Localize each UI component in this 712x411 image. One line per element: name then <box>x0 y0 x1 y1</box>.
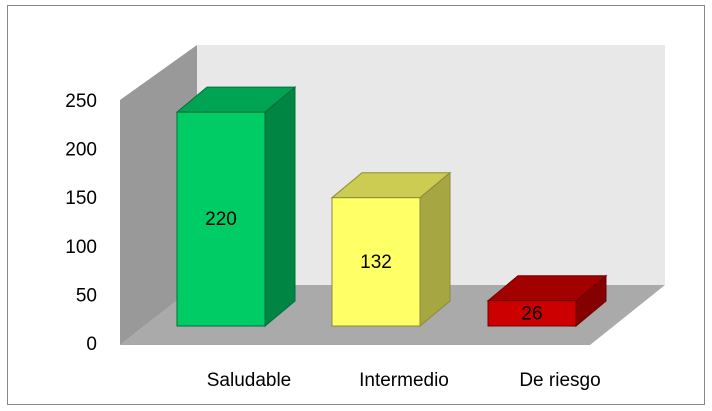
y-tick-label: 100 <box>65 237 97 258</box>
data-label: 132 <box>360 252 392 273</box>
x-tick-label: Saludable <box>207 370 292 391</box>
back-wall <box>197 45 665 285</box>
y-tick-label: 250 <box>65 91 97 112</box>
bar-side <box>419 171 451 328</box>
y-tick-label: 150 <box>65 188 97 209</box>
bar <box>331 197 421 327</box>
x-tick-label: De riesgo <box>519 370 600 391</box>
bar <box>176 111 266 327</box>
x-tick-label: Intermedio <box>359 370 449 391</box>
y-tick-label: 200 <box>65 140 97 161</box>
y-tick-label: 0 <box>86 334 97 355</box>
bar <box>487 300 577 327</box>
bar-side <box>264 86 296 328</box>
data-label: 220 <box>205 209 237 230</box>
y-tick-label: 50 <box>76 285 97 306</box>
data-label: 26 <box>521 303 542 324</box>
